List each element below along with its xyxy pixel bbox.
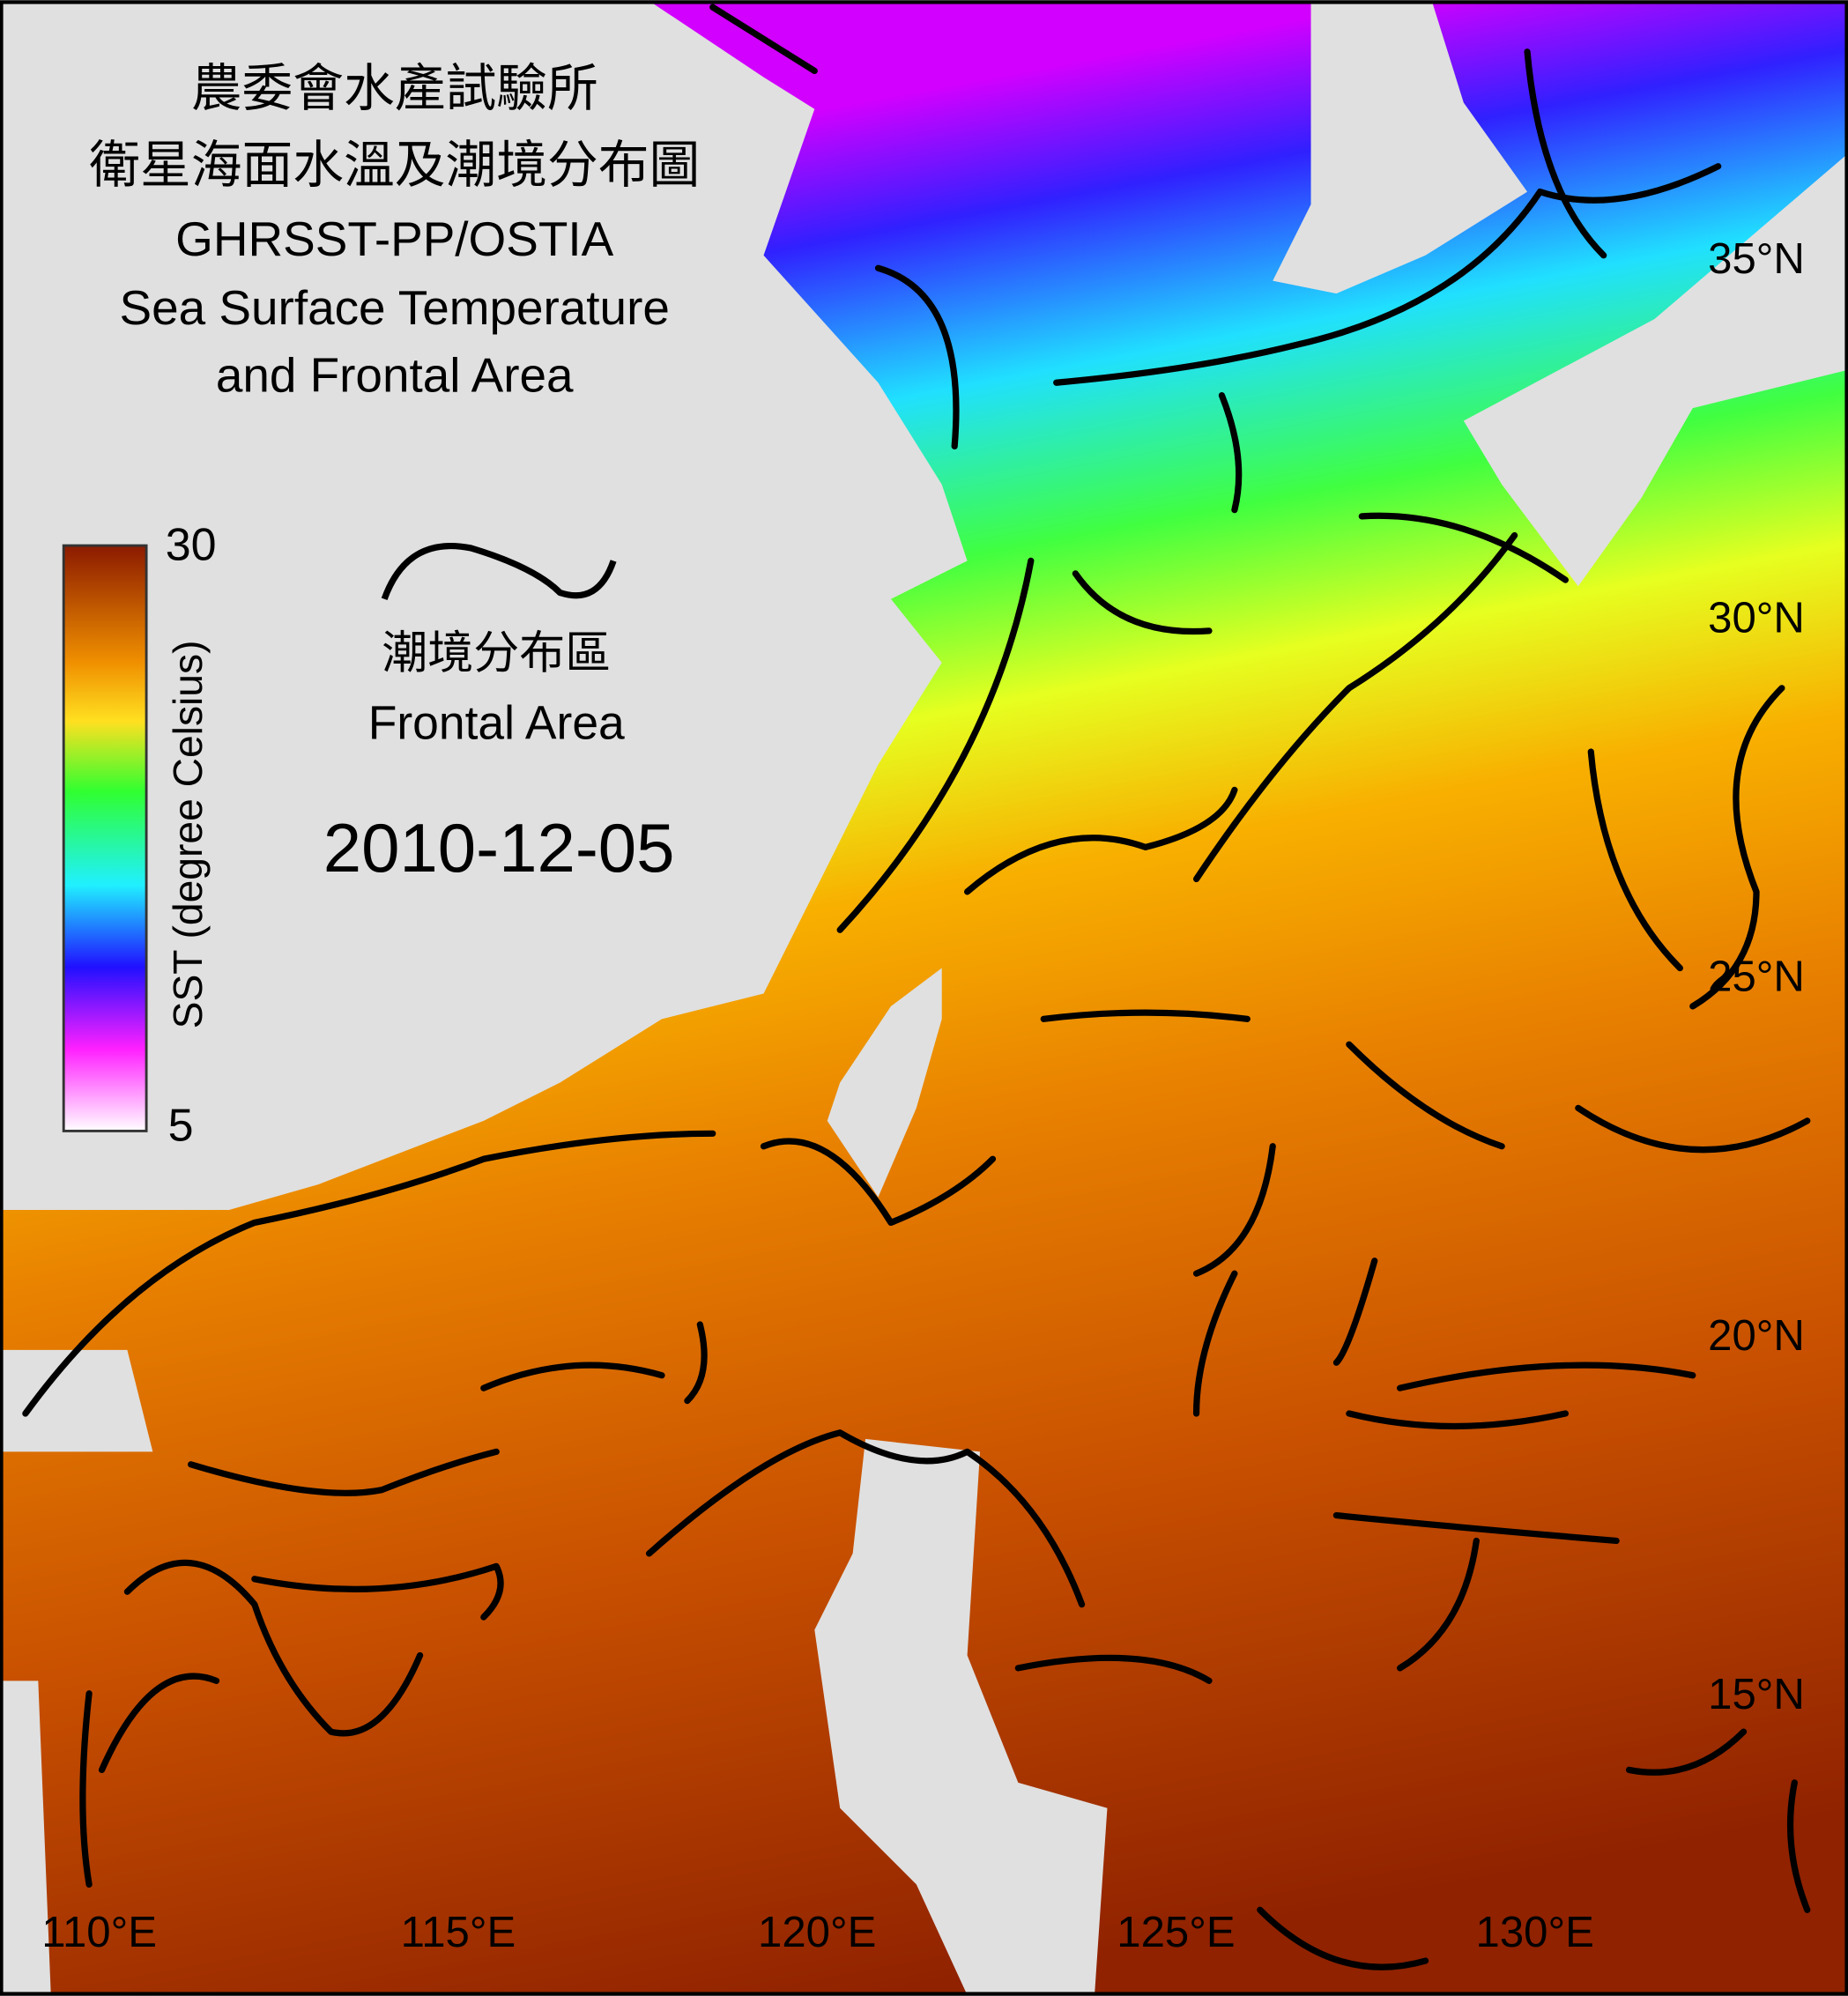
lat-label: 20°N: [1708, 1312, 1805, 1360]
lon-label: 115°E: [401, 1909, 516, 1956]
colorbar-label: SST (degree Celsius): [165, 641, 211, 1029]
colorbar-min: 5: [168, 1100, 194, 1151]
lat-label: 25°N: [1708, 953, 1805, 1001]
colorbar: [62, 544, 148, 1132]
title-line: and Frontal Area: [216, 347, 574, 402]
frontal-lines: [22, 4, 1811, 1970]
legend-label-zh: 潮境分布區: [382, 627, 611, 679]
lat-label: 35°N: [1708, 235, 1805, 283]
lon-label: 130°E: [1476, 1909, 1594, 1956]
colorbar-max: 30: [166, 520, 217, 571]
lon-label: 125°E: [1117, 1909, 1235, 1956]
latitude-labels: 35°N 30°N 25°N 20°N 15°N: [1708, 235, 1805, 1718]
title-line: 衛星海面水溫及潮境分布圖: [89, 137, 700, 194]
lon-label: 110°E: [41, 1909, 157, 1956]
title-line: Sea Surface Temperature: [120, 280, 670, 335]
longitude-labels: 110°E 115°E 120°E 125°E 130°E: [41, 1909, 1594, 1956]
lon-label: 120°E: [758, 1909, 876, 1956]
legend-symbol: [381, 542, 617, 600]
lat-label: 15°N: [1708, 1671, 1805, 1718]
title-line: 農委會水產試驗所: [191, 61, 598, 117]
title-line: GHRSST-PP/OSTIA: [175, 211, 613, 266]
lat-label: 30°N: [1708, 594, 1805, 642]
date: 2010-12-05: [323, 809, 675, 887]
legend-label-en: Frontal Area: [368, 697, 625, 749]
